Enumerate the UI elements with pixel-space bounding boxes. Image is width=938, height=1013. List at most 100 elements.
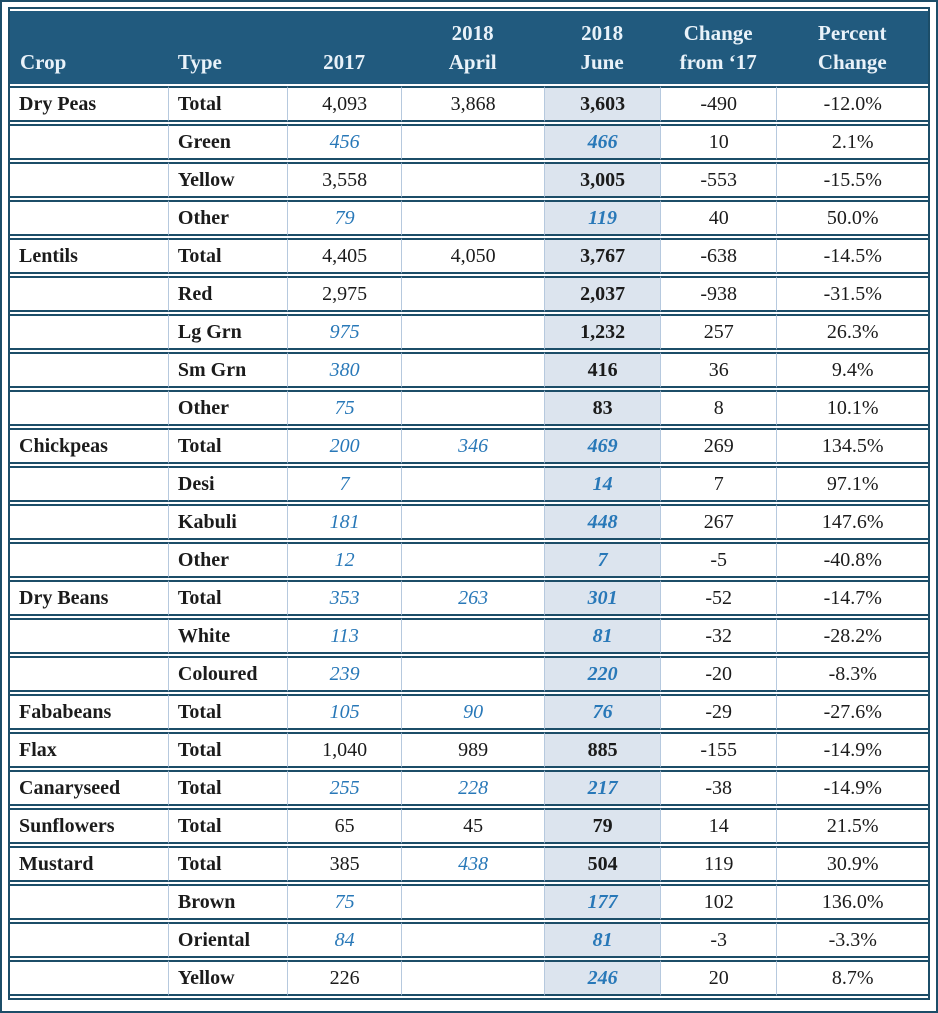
value-2017-cell: 200 (287, 428, 402, 464)
percent-change-cell: 21.5% (776, 808, 928, 844)
percent-change-cell: -27.6% (776, 694, 928, 730)
crop-cell (10, 504, 168, 540)
value-2018-june-cell: 217 (544, 770, 660, 806)
value-2017-cell: 255 (287, 770, 402, 806)
value-2017-cell: 975 (287, 314, 402, 350)
percent-change-cell: 30.9% (776, 846, 928, 882)
type-cell: Total (167, 846, 288, 882)
percent-change-cell: -31.5% (776, 276, 928, 312)
value-2018-april-cell (401, 200, 545, 236)
value-2018-april-cell (401, 466, 545, 502)
table-row: Dry Beans Total 353 263 301 -52 -14.7% (10, 580, 928, 616)
column-header-2017: 2017 (287, 11, 402, 84)
header-line-bottom: April (448, 50, 497, 74)
value-2018-june-cell: 246 (544, 960, 660, 996)
type-cell: Total (167, 732, 288, 768)
value-2017-cell: 3,558 (287, 162, 402, 198)
type-cell: Total (167, 770, 288, 806)
crop-cell: Fababeans (10, 694, 168, 730)
crop-cell (10, 466, 168, 502)
value-2018-april-cell (401, 352, 545, 388)
value-2018-june-cell: 301 (544, 580, 660, 616)
value-2018-april-cell (401, 960, 545, 996)
value-2017-cell: 75 (287, 390, 402, 426)
value-2018-april-cell (401, 124, 545, 160)
table-row: Lg Grn 975 1,232 257 26.3% (10, 314, 928, 350)
percent-change-cell: -8.3% (776, 656, 928, 692)
percent-change-cell: -14.9% (776, 770, 928, 806)
value-2018-june-cell: 469 (544, 428, 660, 464)
crop-cell: Dry Beans (10, 580, 168, 616)
value-2018-april-cell (401, 504, 545, 540)
value-2018-april-cell: 438 (401, 846, 545, 882)
value-2017-cell: 84 (287, 922, 402, 958)
value-2018-april-cell (401, 922, 545, 958)
value-2018-june-cell: 81 (544, 922, 660, 958)
value-2018-june-cell: 416 (544, 352, 660, 388)
percent-change-cell: -3.3% (776, 922, 928, 958)
value-2018-june-cell: 177 (544, 884, 660, 920)
crop-cell (10, 656, 168, 692)
change-from-17-cell: 10 (659, 124, 777, 160)
value-2018-june-cell: 3,767 (544, 238, 660, 274)
table-row: Dry Peas Total 4,093 3,868 3,603 -490 -1… (10, 86, 928, 122)
value-2017-cell: 385 (287, 846, 402, 882)
percent-change-cell: 26.3% (776, 314, 928, 350)
crop-cell: Chickpeas (10, 428, 168, 464)
percent-change-cell: 8.7% (776, 960, 928, 996)
type-cell: Total (167, 808, 288, 844)
value-2017-cell: 75 (287, 884, 402, 920)
percent-change-cell: 9.4% (776, 352, 928, 388)
value-2017-cell: 79 (287, 200, 402, 236)
crop-cell (10, 922, 168, 958)
column-header-2018-april: 2018 April (401, 11, 545, 84)
table-row: Other 75 83 8 10.1% (10, 390, 928, 426)
type-cell: Red (167, 276, 288, 312)
type-cell: Sm Grn (167, 352, 288, 388)
crop-cell: Flax (10, 732, 168, 768)
header-line-bottom: June (580, 50, 624, 74)
change-from-17-cell: 267 (659, 504, 777, 540)
table-row: Green 456 466 10 2.1% (10, 124, 928, 160)
change-from-17-cell: -3 (659, 922, 777, 958)
crop-production-table: Crop Type 2017 2018 April 2018 June (8, 7, 930, 1000)
crop-cell (10, 124, 168, 160)
value-2017-cell: 4,405 (287, 238, 402, 274)
change-from-17-cell: 20 (659, 960, 777, 996)
value-2017-cell: 181 (287, 504, 402, 540)
header-line-bottom: Crop (20, 50, 67, 74)
value-2018-june-cell: 1,232 (544, 314, 660, 350)
value-2018-june-cell: 14 (544, 466, 660, 502)
percent-change-cell: 136.0% (776, 884, 928, 920)
type-cell: Total (167, 694, 288, 730)
crop-cell (10, 276, 168, 312)
type-cell: Other (167, 200, 288, 236)
value-2018-june-cell: 3,603 (544, 86, 660, 122)
table-row: Oriental 84 81 -3 -3.3% (10, 922, 928, 958)
value-2017-cell: 2,975 (287, 276, 402, 312)
table-row: Desi 7 14 7 97.1% (10, 466, 928, 502)
header-line-top: Percent (818, 21, 887, 45)
type-cell: Total (167, 238, 288, 274)
crop-cell (10, 314, 168, 350)
value-2018-april-cell (401, 314, 545, 350)
percent-change-cell: 134.5% (776, 428, 928, 464)
table-row: Other 79 119 40 50.0% (10, 200, 928, 236)
value-2018-april-cell (401, 884, 545, 920)
crop-cell: Canaryseed (10, 770, 168, 806)
value-2017-cell: 113 (287, 618, 402, 654)
table-row: Yellow 226 246 20 8.7% (10, 960, 928, 996)
percent-change-cell: 50.0% (776, 200, 928, 236)
table-row: Chickpeas Total 200 346 469 269 134.5% (10, 428, 928, 464)
change-from-17-cell: -20 (659, 656, 777, 692)
change-from-17-cell: -490 (659, 86, 777, 122)
percent-change-cell: 10.1% (776, 390, 928, 426)
value-2017-cell: 12 (287, 542, 402, 578)
percent-change-cell: -15.5% (776, 162, 928, 198)
type-cell: Yellow (167, 960, 288, 996)
type-cell: Coloured (167, 656, 288, 692)
type-cell: White (167, 618, 288, 654)
value-2017-cell: 239 (287, 656, 402, 692)
value-2017-cell: 226 (287, 960, 402, 996)
type-cell: Yellow (167, 162, 288, 198)
